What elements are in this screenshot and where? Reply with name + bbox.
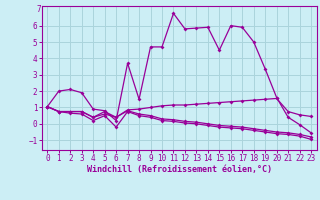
Text: 7: 7 (37, 5, 42, 14)
X-axis label: Windchill (Refroidissement éolien,°C): Windchill (Refroidissement éolien,°C) (87, 165, 272, 174)
